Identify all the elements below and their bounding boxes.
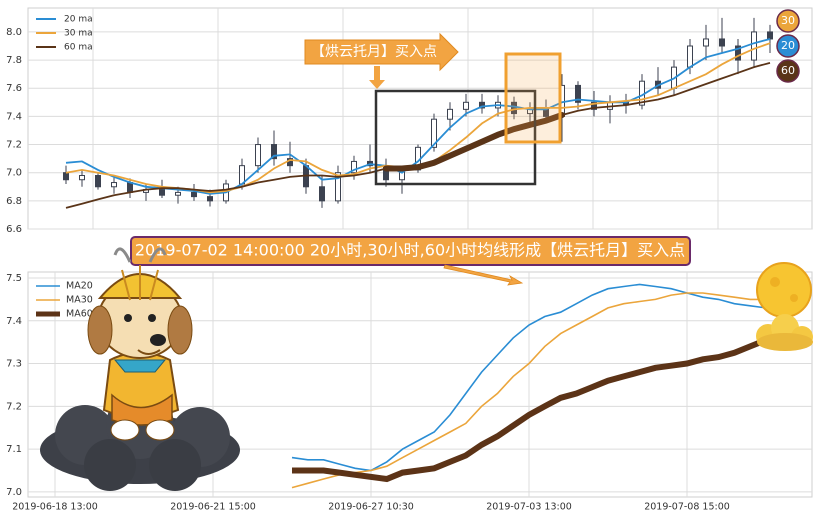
badge	[776, 59, 800, 83]
badge	[776, 34, 800, 58]
candle-body	[319, 186, 325, 202]
candle-body	[719, 38, 725, 47]
candle-body	[511, 101, 517, 115]
annotation-pointer	[369, 66, 385, 89]
ma-highlight	[383, 112, 565, 172]
decor-cloud	[40, 391, 240, 491]
candle-body	[767, 31, 773, 40]
y-tick-label: 6.8	[6, 196, 22, 207]
y-tick-label: 7.2	[6, 401, 22, 412]
decor-dog	[87, 247, 193, 441]
candle-body	[575, 84, 581, 103]
x-tick-label: 2019-06-27 10:30	[328, 502, 414, 513]
candle-body	[591, 101, 597, 110]
badge	[776, 9, 800, 33]
annotation: 2019-07-02 14:00:00 20小时,30小时,60小时均线形成【烘…	[135, 241, 685, 260]
candle-body	[175, 191, 181, 196]
top-chart: 6.6 6.8 7.0 7.2 7.4 7.6 7.8 8.0 20 ma 30 ma 60 ma 【…	[6, 7, 813, 235]
candle-body	[479, 101, 485, 109]
signal-box	[374, 89, 537, 186]
y-tick-label: 7.5	[6, 273, 22, 284]
candle-body	[159, 189, 165, 196]
legend-label: MA30	[66, 295, 93, 306]
legend-label: 20 ma	[64, 15, 93, 25]
candle-body	[111, 182, 117, 188]
x-tick-label: 2019-06-18 13:00	[12, 502, 98, 513]
legend-label: MA60	[66, 309, 93, 320]
candle-body	[271, 144, 277, 160]
candle-body	[463, 101, 469, 110]
ma-line	[291, 292, 766, 489]
candle-body	[335, 172, 341, 202]
x-tick-label: 2019-07-03 13:00	[486, 502, 572, 513]
candle-body	[703, 38, 709, 47]
candle-body	[79, 175, 85, 181]
candle-body	[239, 165, 245, 185]
y-tick-label: 7.4	[6, 111, 22, 122]
candle-body	[431, 118, 437, 148]
y-tick-label: 7.6	[6, 83, 22, 94]
annotation-banner	[130, 236, 691, 266]
y-tick-label: 7.4	[6, 316, 22, 327]
annotation: 【烘云托月】买入点	[311, 44, 437, 60]
focus-box	[504, 52, 562, 144]
ma-line	[65, 38, 771, 195]
y-tick-label: 7.2	[6, 140, 22, 151]
candle-body	[63, 172, 69, 181]
badge-label: 60	[781, 64, 795, 77]
x-tick-label: 2019-07-08 15:00	[644, 502, 730, 513]
badge-label: 20	[781, 39, 795, 52]
candle-body	[351, 160, 357, 174]
y-tick-label: 7.1	[6, 444, 22, 455]
y-tick-label: 7.3	[6, 359, 22, 370]
y-tick-label: 7.0	[6, 168, 22, 179]
candle-body	[127, 182, 133, 193]
badge-label: 30	[781, 14, 795, 27]
decor-moon	[756, 262, 813, 351]
y-tick-label: 7.8	[6, 55, 22, 66]
y-tick-label: 7.0	[6, 487, 22, 498]
ma-line	[292, 337, 768, 483]
y-tick-label: 8.0	[6, 27, 22, 38]
candle-body	[255, 144, 261, 167]
legend-label: 30 ma	[64, 29, 93, 39]
legend-label: 60 ma	[64, 43, 93, 53]
candle-body	[751, 31, 757, 61]
candle-body	[191, 191, 197, 198]
candle-body	[735, 45, 741, 61]
x-tick-label: 2019-06-21 15:00	[170, 502, 256, 513]
candle-body	[447, 108, 453, 120]
y-tick-label: 6.6	[6, 224, 22, 235]
legend-label: MA20	[66, 281, 93, 292]
annotation-pointer	[443, 264, 524, 286]
annotation-arrow-box	[304, 32, 459, 72]
candle-body	[687, 45, 693, 68]
candle-body	[207, 196, 213, 202]
candle-body	[95, 175, 101, 188]
